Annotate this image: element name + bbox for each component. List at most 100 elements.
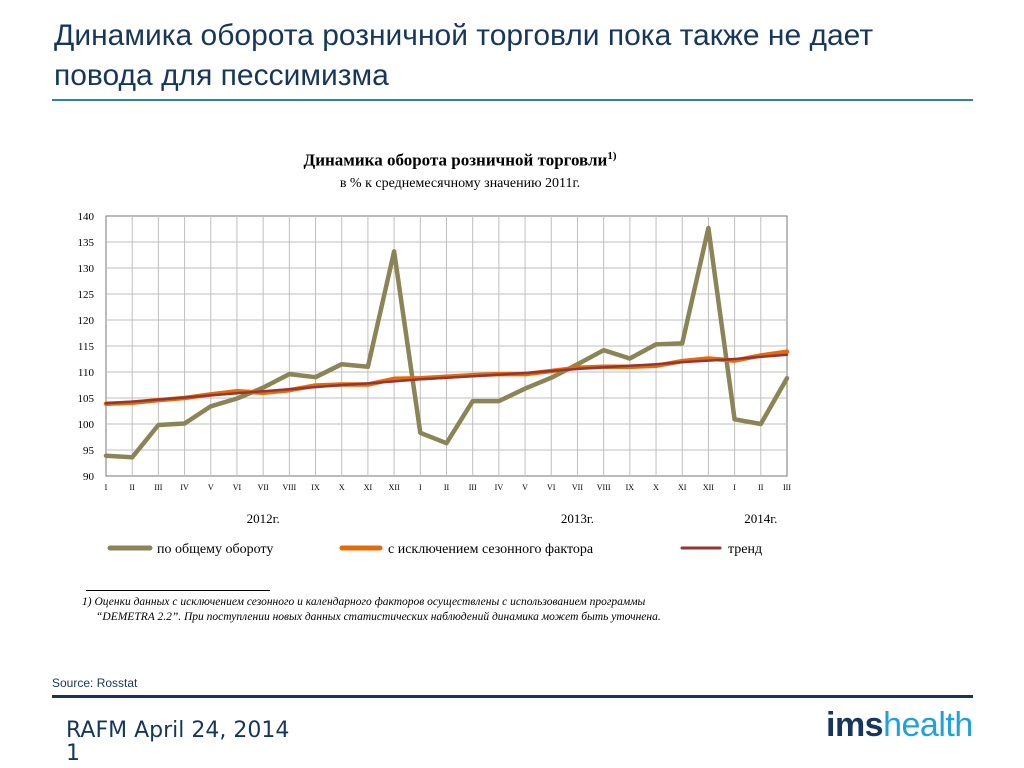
data-point-total	[471, 400, 474, 402]
data-point-trend	[602, 366, 605, 369]
y-tick-label: 100	[78, 419, 95, 431]
data-point-trend	[550, 370, 553, 372]
year-label: 2012г.	[247, 511, 280, 526]
data-point-total	[786, 377, 788, 380]
data-point-total	[498, 400, 500, 402]
footnote-line-1: 1) Оценки данных с исключением сезонного…	[82, 596, 646, 608]
data-point-trend	[131, 400, 133, 403]
data-point-trend	[524, 372, 526, 374]
data-point-trend	[760, 356, 762, 358]
data-point-total	[419, 432, 422, 434]
x-tick-label: IV	[180, 483, 189, 492]
data-point-total	[733, 418, 736, 421]
data-point-total	[629, 357, 631, 360]
data-point-trend	[210, 394, 212, 397]
x-tick-label: II	[758, 483, 764, 492]
data-point-trend	[157, 398, 160, 401]
data-point-trend	[288, 388, 291, 391]
data-point-seasonal	[236, 390, 238, 393]
data-point-trend	[655, 363, 657, 366]
data-point-seasonal	[786, 350, 788, 353]
y-tick-label: 135	[78, 237, 95, 249]
data-point-trend	[498, 373, 500, 376]
data-point-trend	[681, 361, 683, 363]
x-tick-label: II	[130, 483, 136, 492]
data-point-trend	[733, 358, 736, 360]
data-point-trend	[183, 396, 186, 399]
x-tick-label: XII	[389, 483, 400, 492]
data-point-total	[602, 349, 605, 352]
x-tick-label: VIII	[597, 483, 611, 492]
footnote: 1) Оценки данных с исключением сезонного…	[82, 595, 802, 625]
data-point-total	[445, 442, 448, 445]
chart-title-footnote-mark: 1)	[607, 150, 617, 162]
data-point-trend	[576, 368, 579, 370]
x-tick-label: XI	[364, 483, 373, 492]
x-tick-label: III	[154, 483, 162, 492]
legend-label-trend: тренд	[728, 542, 762, 557]
x-tick-label: V	[522, 483, 528, 492]
y-tick-label: 130	[78, 263, 95, 275]
x-tick-label: VII	[258, 483, 269, 492]
ims-health-logo: imshealth	[826, 706, 973, 744]
chart-subtitle: в % к среднемесячному значению 2011г.	[339, 176, 581, 191]
x-tick-label: III	[783, 483, 791, 492]
data-point-total	[367, 366, 369, 368]
x-tick-label: III	[469, 483, 477, 492]
footer-divider	[52, 695, 973, 698]
x-tick-label: VII	[572, 483, 583, 492]
x-tick-label: IX	[626, 483, 635, 492]
data-point-total	[655, 343, 657, 346]
data-point-total	[393, 250, 395, 253]
y-tick-label: 120	[78, 315, 95, 327]
x-tick-label: XII	[703, 483, 714, 492]
x-tick-label: I	[733, 483, 736, 492]
legend-label-total: по общему обороту	[157, 542, 273, 557]
data-point-trend	[393, 380, 395, 383]
data-point-total	[262, 386, 265, 389]
y-tick-label: 140	[78, 211, 95, 223]
title-divider	[52, 99, 973, 101]
data-point-total	[105, 454, 107, 457]
x-tick-label: XI	[678, 483, 687, 492]
chart-title: Динамика оборота розничной торговли1)	[303, 150, 617, 170]
data-point-trend	[786, 354, 788, 356]
x-tick-label: II	[444, 483, 450, 492]
data-point-total	[157, 424, 160, 426]
data-point-total	[681, 342, 683, 345]
source-label: Source: Rosstat	[52, 676, 138, 690]
data-point-total	[288, 373, 291, 375]
footnote-divider	[86, 590, 270, 591]
data-point-total	[183, 422, 186, 425]
data-point-trend	[471, 375, 474, 378]
x-tick-label: I	[105, 483, 108, 492]
y-tick-label: 90	[83, 471, 95, 483]
data-point-trend	[262, 390, 265, 393]
data-point-trend	[707, 359, 710, 362]
page-title: Динамика оборота розничной торговли пока…	[54, 19, 874, 92]
data-point-total	[760, 423, 762, 425]
data-point-total	[340, 363, 343, 366]
x-tick-label: VI	[547, 483, 556, 492]
year-label: 2014г.	[744, 511, 777, 526]
year-label: 2013г.	[561, 511, 594, 526]
data-point-trend	[340, 384, 343, 386]
x-tick-label: IV	[495, 483, 504, 492]
data-point-total	[236, 397, 238, 400]
y-tick-label: 95	[83, 445, 95, 457]
y-tick-label: 105	[78, 393, 95, 405]
y-tick-label: 110	[78, 367, 95, 379]
data-point-trend	[367, 382, 369, 385]
data-point-trend	[419, 378, 422, 381]
data-point-total	[550, 376, 553, 379]
x-tick-label: IX	[311, 483, 320, 492]
x-tick-label: VIII	[282, 483, 296, 492]
footer-text: RAFM April 24, 2014	[66, 718, 290, 743]
data-point-trend	[105, 402, 107, 405]
x-tick-label: X	[653, 483, 659, 492]
data-point-seasonal	[707, 357, 710, 360]
data-point-total	[707, 227, 710, 229]
x-tick-label: I	[419, 483, 422, 492]
x-tick-label: VI	[233, 483, 242, 492]
